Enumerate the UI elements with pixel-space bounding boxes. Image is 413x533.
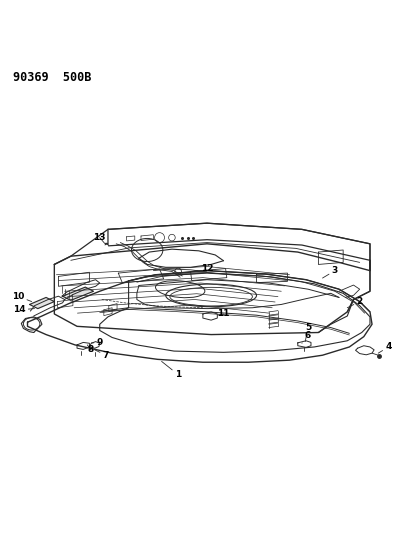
Text: 13: 13 bbox=[93, 233, 106, 244]
Text: 3: 3 bbox=[322, 266, 337, 278]
Polygon shape bbox=[29, 297, 54, 309]
Text: 9: 9 bbox=[91, 338, 103, 348]
Text: 2: 2 bbox=[347, 297, 362, 308]
Text: 7: 7 bbox=[95, 350, 109, 360]
Text: 10: 10 bbox=[12, 292, 31, 302]
Text: 14: 14 bbox=[13, 305, 34, 314]
Text: 11: 11 bbox=[217, 310, 229, 318]
Text: 8: 8 bbox=[87, 345, 93, 354]
Text: 1: 1 bbox=[161, 361, 181, 379]
Text: 90369  500B: 90369 500B bbox=[13, 70, 91, 84]
Text: 4: 4 bbox=[377, 343, 391, 353]
Text: 5: 5 bbox=[304, 323, 311, 342]
Text: 6: 6 bbox=[301, 332, 311, 343]
Text: 12: 12 bbox=[186, 264, 213, 273]
Polygon shape bbox=[62, 287, 93, 300]
